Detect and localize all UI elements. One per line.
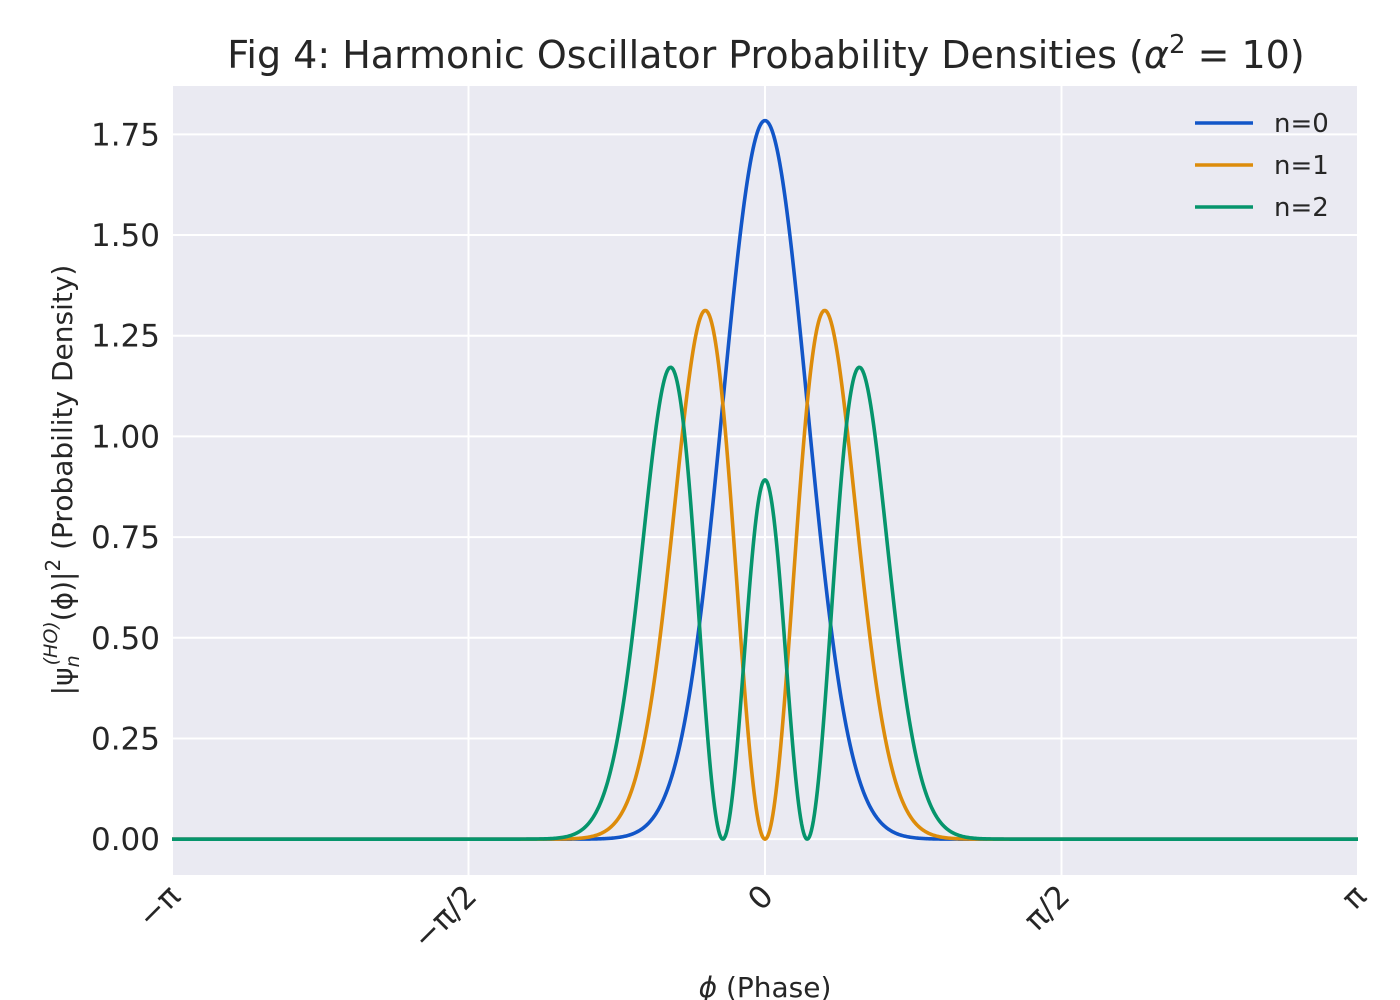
title-suffix: = 10) (1186, 33, 1305, 77)
x-tick-label: −π/2 (406, 878, 484, 956)
legend: n=0 n=1 n=2 (1195, 109, 1329, 223)
x-tick-label: 0 (741, 878, 780, 917)
title-prefix: Fig 4: Harmonic Oscillator Probability D… (227, 33, 1144, 77)
title-superscript: 2 (1169, 30, 1186, 60)
y-tick-label: 0.75 (91, 520, 160, 556)
y-tick-label: 1.00 (91, 419, 160, 455)
y-tick-label: 0.50 (91, 621, 160, 657)
chart-title: Fig 4: Harmonic Oscillator Probability D… (227, 30, 1304, 77)
x-axis-label: ϕ (Phase) (699, 971, 832, 1000)
x-tick-label: π/2 (1017, 878, 1077, 938)
y-tick-label: 1.75 (91, 117, 160, 153)
x-label-text: (Phase) (717, 971, 831, 1000)
legend-label-n1: n=1 (1274, 151, 1329, 181)
title-math: α (1144, 33, 1169, 77)
x-tick-labels: −π −π/2 0 π/2 π (131, 878, 1374, 956)
y-label-sup: (HO) (40, 621, 62, 665)
y-tick-label: 1.50 (91, 218, 160, 254)
x-tick-label: −π (131, 878, 188, 935)
y-tick-label: 0.25 (91, 721, 160, 757)
x-tick-label: π (1335, 878, 1374, 917)
y-label-sub: n (62, 655, 84, 667)
series-line-n2 (171, 365, 1359, 841)
y-label-square: 2 (41, 559, 65, 572)
series-lines (171, 118, 1359, 841)
y-axis-label: |ψn(HO)(ϕ)|2 (Probability Density) (40, 265, 84, 696)
y-tick-label: 1.25 (91, 319, 160, 355)
y-label-pre: |ψ (46, 667, 79, 695)
y-tick-labels: 0.00 0.25 0.50 0.75 1.00 1.25 1.50 1.75 (91, 117, 160, 858)
y-label-post: (Probability Density) (46, 265, 79, 559)
legend-label-n0: n=0 (1274, 109, 1329, 139)
y-label-mid: (ϕ)| (46, 572, 79, 622)
legend-label-n2: n=2 (1274, 193, 1329, 223)
y-tick-label: 0.00 (91, 822, 160, 858)
x-label-symbol: ϕ (699, 971, 717, 1000)
